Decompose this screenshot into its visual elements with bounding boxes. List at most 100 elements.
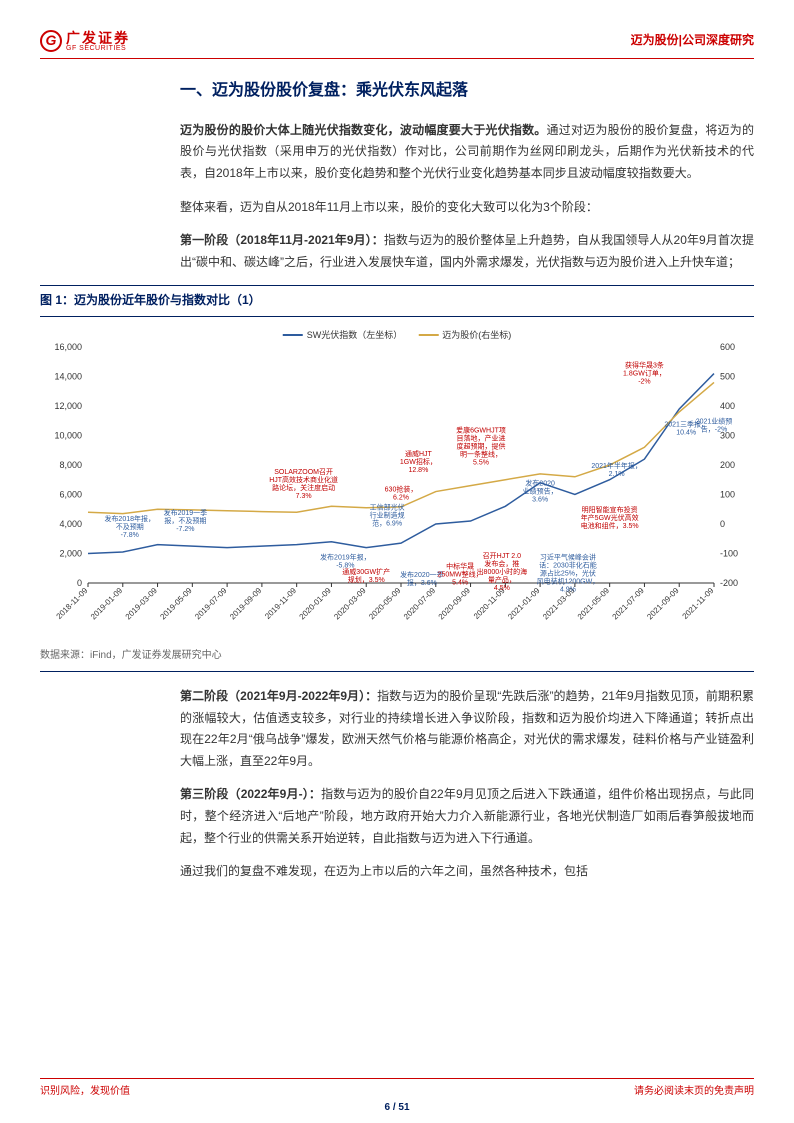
logo-text-cn: 广发证券 xyxy=(66,31,130,45)
svg-text:2019-01-09: 2019-01-09 xyxy=(89,586,125,622)
svg-text:0: 0 xyxy=(720,519,725,529)
svg-text:12,000: 12,000 xyxy=(54,401,82,411)
svg-text:12.8%: 12.8% xyxy=(408,467,428,474)
svg-text:范，6.9%: 范，6.9% xyxy=(372,518,402,527)
logo-text-en: GF SECURITIES xyxy=(66,45,130,52)
svg-text:2019-03-09: 2019-03-09 xyxy=(124,586,160,622)
paragraph-6: 通过我们的复盘不难发现，在迈为上市以后的六年之间，虽然各种技术，包括 xyxy=(180,861,754,883)
page-footer: 识别风险，发现价值 请务必阅读末页的免责声明 xyxy=(40,1078,754,1101)
svg-text:报，不及预期: 报，不及预期 xyxy=(164,516,206,525)
svg-text:200: 200 xyxy=(720,460,735,470)
svg-text:规划，3.5%: 规划，3.5% xyxy=(348,575,385,584)
svg-text:2020-05-09: 2020-05-09 xyxy=(367,586,403,622)
paragraph-4: 第二阶段（2021年9月-2022年9月）：指数与迈为的股价呈现“先跌后涨”的趋… xyxy=(180,686,754,772)
svg-text:-200: -200 xyxy=(720,578,738,588)
legend-item-1: SW光伏指数（左坐标） xyxy=(283,327,403,343)
svg-text:2021-05-09: 2021-05-09 xyxy=(576,586,612,622)
footer-page-number: 6 / 51 xyxy=(384,1099,409,1117)
legend-swatch-1 xyxy=(283,334,303,336)
svg-text:5.5%: 5.5% xyxy=(473,460,489,467)
p1-lead: 迈为股份的股价大体上随光伏指数变化，波动幅度要大于光伏指数。 xyxy=(180,123,547,137)
svg-text:500: 500 xyxy=(720,371,735,381)
svg-text:HJT高效技术商业化道: HJT高效技术商业化道 xyxy=(269,475,338,484)
svg-text:16,000: 16,000 xyxy=(54,342,82,352)
figure-title: 图 1：迈为股份近年股价与指数对比（1） xyxy=(40,285,754,317)
footer-right: 请务必阅读末页的免责声明 xyxy=(634,1083,754,1101)
p5-lead: 第三阶段（2022年9月-）： xyxy=(180,787,321,801)
legend-swatch-2 xyxy=(418,334,438,336)
svg-text:2021年半年报，: 2021年半年报， xyxy=(591,461,642,470)
svg-text:6,000: 6,000 xyxy=(59,489,82,499)
svg-text:告，-2%: 告，-2% xyxy=(701,425,727,434)
svg-text:2,000: 2,000 xyxy=(59,548,82,558)
svg-text:工信部光伏: 工信部光伏 xyxy=(370,502,405,511)
svg-text:年产5GW光伏高效: 年产5GW光伏高效 xyxy=(581,513,639,522)
svg-text:发布2020: 发布2020 xyxy=(525,479,555,488)
svg-text:2019-07-09: 2019-07-09 xyxy=(193,586,229,622)
page-header: G 广发证券 GF SECURITIES 迈为股份|公司深度研究 xyxy=(40,30,754,59)
svg-text:电池和组件，3.5%: 电池和组件，3.5% xyxy=(581,521,639,530)
svg-text:2021业绩预: 2021业绩预 xyxy=(696,417,733,426)
svg-text:1.8GW订单，: 1.8GW订单， xyxy=(623,369,666,378)
paragraph-1: 迈为股份的股价大体上随光伏指数变化，波动幅度要大于光伏指数。通过对迈为股份的股价… xyxy=(180,120,754,185)
svg-text:发布2019年报，: 发布2019年报， xyxy=(320,552,371,561)
svg-text:-7.2%: -7.2% xyxy=(176,526,194,533)
header-right-title: 迈为股份|公司深度研究 xyxy=(631,30,754,52)
svg-text:源占比25%，光伏: 源占比25%，光伏 xyxy=(540,568,596,577)
legend-item-2: 迈为股价(右坐标) xyxy=(418,327,511,343)
svg-text:-100: -100 xyxy=(720,548,738,558)
svg-text:8,000: 8,000 xyxy=(59,460,82,470)
svg-text:不及预期: 不及预期 xyxy=(116,522,144,531)
svg-text:目落地，产业进: 目落地，产业进 xyxy=(456,434,505,443)
svg-text:-2%: -2% xyxy=(638,379,650,386)
svg-text:发布2018年报，: 发布2018年报， xyxy=(104,514,155,523)
svg-text:2020-03-09: 2020-03-09 xyxy=(332,586,368,622)
svg-text:1GW招标，: 1GW招标， xyxy=(400,457,437,466)
logo-mark-icon: G xyxy=(40,30,62,52)
svg-text:4.5%: 4.5% xyxy=(494,585,510,592)
svg-text:SOLARZOOM召开: SOLARZOOM召开 xyxy=(274,468,333,476)
svg-text:4.9%: 4.9% xyxy=(560,586,576,593)
svg-text:量产品，: 量产品， xyxy=(488,575,516,584)
legend-label-1: SW光伏指数（左坐标） xyxy=(307,327,403,343)
svg-text:3.6%: 3.6% xyxy=(532,497,548,504)
svg-text:2019-09-09: 2019-09-09 xyxy=(228,586,264,622)
chart-svg: 0 2,000 4,000 6,000 8,000 10,000 12,000 14,000 1… xyxy=(40,323,754,643)
section-title: 一、迈为股份股价复盘：乘光伏东风起落 xyxy=(180,77,754,106)
svg-text:400: 400 xyxy=(720,401,735,411)
svg-text:2021-07-09: 2021-07-09 xyxy=(611,586,647,622)
svg-text:发布2019一季: 发布2019一季 xyxy=(164,508,208,517)
svg-text:明一条整线，: 明一条整线， xyxy=(460,450,502,459)
svg-text:2020-01-09: 2020-01-09 xyxy=(298,586,334,622)
p3-lead: 第一阶段（2018年11月-2021年9月）： xyxy=(180,233,384,247)
svg-text:行业制造规: 行业制造规 xyxy=(370,510,405,519)
svg-text:习近平气候峰会讲: 习近平气候峰会讲 xyxy=(540,552,596,561)
footer-left: 识别风险，发现价值 xyxy=(40,1083,130,1101)
svg-text:10,000: 10,000 xyxy=(54,430,82,440)
svg-text:度超预期，提供: 度超预期，提供 xyxy=(456,442,505,451)
svg-text:获得华晟3条: 获得华晟3条 xyxy=(625,361,664,370)
svg-text:中标华晟: 中标华晟 xyxy=(446,561,474,570)
p4-lead: 第二阶段（2021年9月-2022年9月）： xyxy=(180,689,377,703)
data-source: 数据来源：iFind，广发证券发展研究中心 xyxy=(40,643,754,672)
svg-text:报，3.6%: 报，3.6% xyxy=(407,578,437,587)
svg-text:出8000小时的海: 出8000小时的海 xyxy=(477,567,528,576)
svg-text:4,000: 4,000 xyxy=(59,519,82,529)
legend-label-2: 迈为股价(右坐标) xyxy=(442,327,511,343)
svg-text:7.3%: 7.3% xyxy=(296,493,312,500)
svg-text:2021-01-09: 2021-01-09 xyxy=(506,586,542,622)
svg-text:通威30GW扩产: 通威30GW扩产 xyxy=(342,567,390,576)
paragraph-3: 第一阶段（2018年11月-2021年9月）：指数与迈为的股价整体呈上升趋势，自… xyxy=(180,230,754,273)
chart-container: SW光伏指数（左坐标） 迈为股价(右坐标) 0 2,000 4,000 6,000 8,… xyxy=(40,323,754,643)
svg-text:2021-09-09: 2021-09-09 xyxy=(645,586,681,622)
svg-text:2018-11-09: 2018-11-09 xyxy=(55,586,90,621)
svg-text:发布会，推: 发布会，推 xyxy=(484,559,519,568)
svg-text:明阳智能宣布投资: 明阳智能宣布投资 xyxy=(582,505,638,514)
svg-text:话：2030非化石能: 话：2030非化石能 xyxy=(539,560,597,569)
svg-text:2019-11-09: 2019-11-09 xyxy=(263,586,298,621)
svg-text:爱康6GWHJT项: 爱康6GWHJT项 xyxy=(456,426,506,435)
svg-text:600: 600 xyxy=(720,342,735,352)
logo: G 广发证券 GF SECURITIES xyxy=(40,30,130,52)
svg-text:14,000: 14,000 xyxy=(54,371,82,381)
chart-legend: SW光伏指数（左坐标） 迈为股价(右坐标) xyxy=(283,327,512,343)
